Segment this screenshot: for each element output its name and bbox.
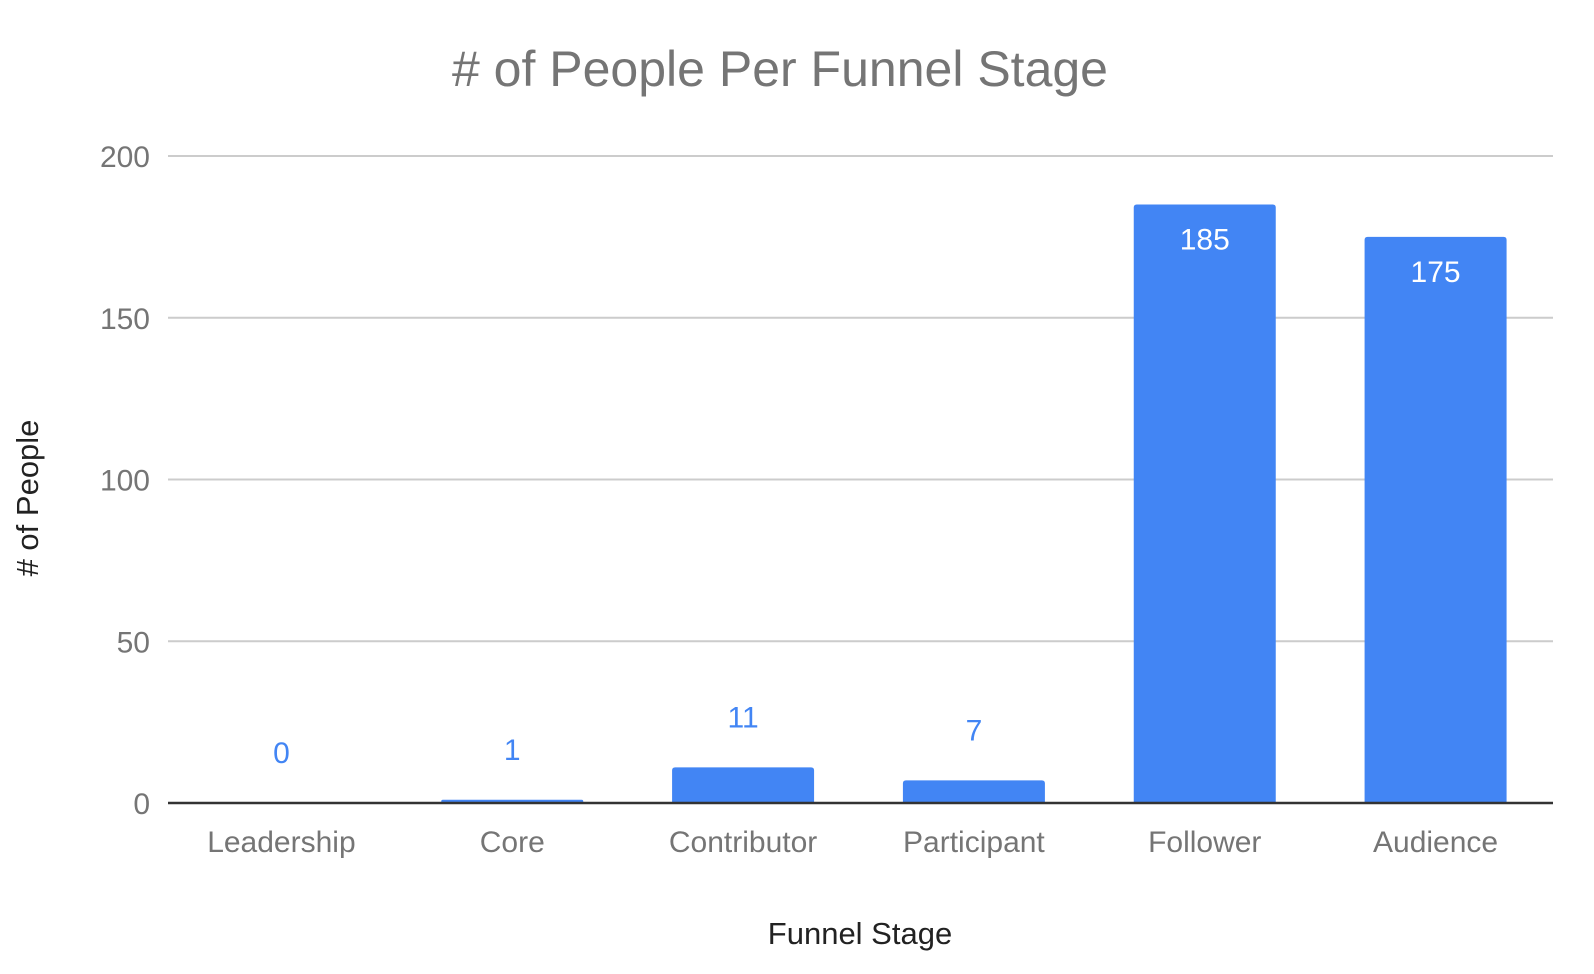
x-tick-label: Follower [1148, 826, 1261, 859]
chart-title: # of People Per Funnel Stage [452, 41, 1108, 97]
y-tick-label: 50 [117, 626, 150, 659]
y-axis-ticks: 0 50 100 150 200 [100, 141, 150, 821]
gridlines [168, 155, 1553, 643]
x-axis-ticks: Leadership Core Contributor Participant Foll… [207, 826, 1498, 859]
y-tick-label: 150 [100, 303, 150, 336]
bar [1133, 204, 1276, 803]
x-tick-label: Participant [903, 826, 1045, 859]
bar [902, 780, 1045, 803]
y-axis-title: # of People [10, 420, 45, 577]
x-axis-title: Funnel Stage [768, 916, 952, 951]
data-label: 11 [728, 701, 759, 734]
y-tick-label: 100 [100, 465, 150, 498]
bars [441, 204, 1507, 803]
data-label: 7 [966, 714, 983, 747]
data-label: 175 [1411, 256, 1461, 289]
x-tick-label: Contributor [669, 826, 817, 859]
bar [672, 767, 815, 803]
x-tick-label: Audience [1373, 826, 1498, 859]
y-tick-label: 200 [100, 141, 150, 174]
x-tick-label: Leadership [207, 826, 355, 859]
data-label: 0 [273, 737, 290, 770]
y-tick-label: 0 [133, 788, 150, 821]
data-label: 185 [1180, 224, 1230, 257]
data-label: 1 [504, 734, 521, 767]
x-tick-label: Core [480, 826, 545, 859]
bar [1364, 236, 1507, 803]
